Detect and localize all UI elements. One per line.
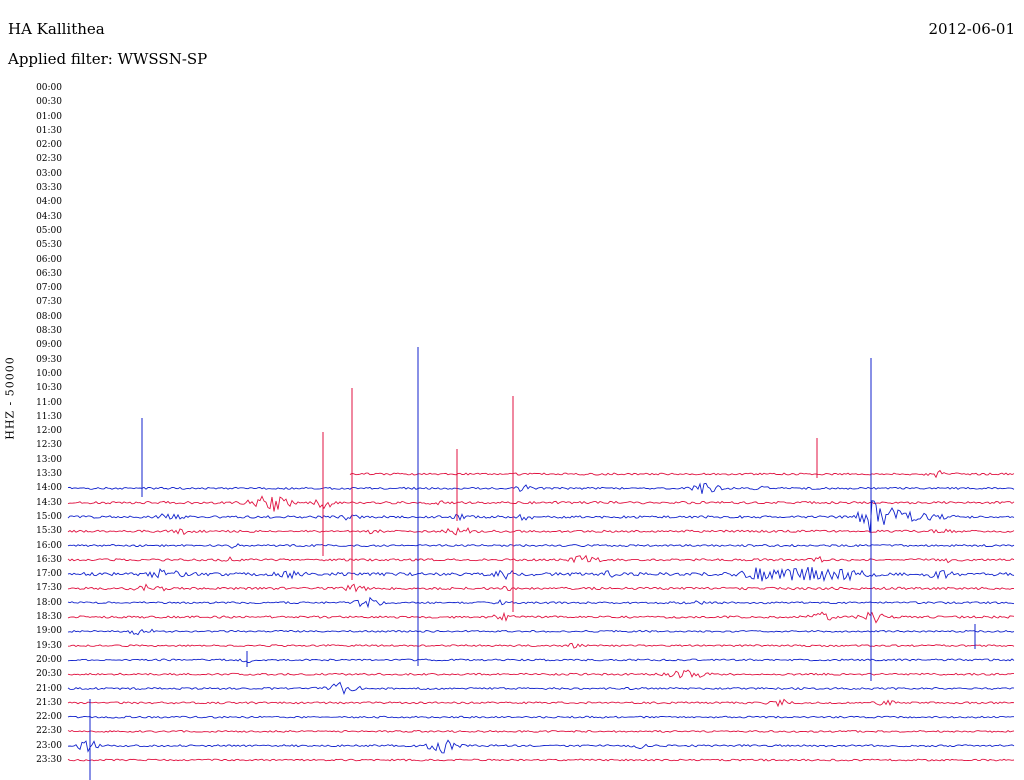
seismo-trace-1430 [67,495,1015,512]
seismo-trace-1330 [349,469,1015,479]
date-label: 2012-06-01 [928,20,1015,38]
time-label: 14:00 [36,483,62,494]
time-label: 12:00 [36,426,62,437]
time-label: 12:30 [36,440,62,451]
time-label: 18:30 [36,612,62,623]
seismo-trace-1900 [67,628,1015,636]
seismo-trace-2330 [67,758,1015,762]
time-label: 16:00 [36,540,62,551]
time-label: 20:30 [36,669,62,680]
time-label: 04:30 [36,211,62,222]
seismo-trace-2200 [67,715,1014,719]
time-label: 14:30 [36,497,62,508]
seismo-trace-1600 [67,543,1015,549]
time-label: 05:30 [36,240,62,251]
time-label: 02:30 [36,154,62,165]
time-label: 05:00 [36,225,62,236]
seismo-trace-2000 [67,658,1015,664]
time-label: 08:30 [36,326,62,337]
time-label: 10:30 [36,383,62,394]
seismo-trace-1500 [67,500,1015,533]
time-label: 08:00 [36,311,62,322]
time-label: 23:30 [36,755,62,765]
time-label: 00:00 [36,83,62,93]
time-label: 06:30 [36,268,62,279]
time-label: 06:00 [36,254,62,265]
time-label: 01:00 [36,111,62,122]
time-label: 17:00 [36,569,62,580]
time-label: 07:00 [36,283,62,294]
seismo-trace-1700 [67,566,1015,583]
seismo-trace-1830 [67,611,1015,624]
seismo-trace-2230 [67,729,1015,733]
seismo-trace-2030 [67,669,1015,679]
time-label: 11:30 [36,411,62,422]
seismo-trace-1530 [67,527,1015,536]
seismo-trace-2130 [67,698,1015,708]
seismo-trace-1630 [67,554,1015,564]
seismo-trace-1730 [67,583,1015,593]
time-label: 11:00 [36,397,62,408]
time-label: 13:30 [36,469,62,480]
time-label: 22:00 [36,712,62,723]
time-label: 16:30 [36,554,62,565]
time-label: 15:00 [36,511,62,522]
time-label: 19:30 [36,640,62,651]
filter-label: Applied filter: WWSSN-SP [8,50,208,68]
time-label: 22:30 [36,726,62,737]
time-label: 17:30 [36,583,62,594]
seismo-trace-2100 [67,681,1015,696]
time-label: 09:00 [36,340,62,351]
time-label: 00:30 [36,97,62,108]
time-label: 21:30 [36,697,62,708]
station-title: HA Kallithea [8,20,105,38]
time-label: 03:00 [36,168,62,179]
time-label: 18:00 [36,597,62,608]
time-label: 09:30 [36,354,62,365]
seismo-trace-1930 [67,642,1015,649]
time-label: 20:00 [36,654,62,665]
seismo-trace-1400 [67,482,1015,494]
seismo-trace-2300 [67,739,1015,754]
time-label: 04:00 [36,197,62,208]
time-label: 13:00 [36,454,62,465]
time-label: 01:30 [36,125,62,136]
time-label: 07:30 [36,297,62,308]
time-label: 02:00 [36,140,62,151]
time-label: 15:30 [36,526,62,537]
time-label: 03:30 [36,183,62,194]
time-label: 21:00 [36,683,62,694]
seismo-trace-1800 [67,596,1015,609]
time-label: 10:00 [36,368,62,379]
time-label: 23:00 [36,740,62,751]
time-label: 19:00 [36,626,62,637]
